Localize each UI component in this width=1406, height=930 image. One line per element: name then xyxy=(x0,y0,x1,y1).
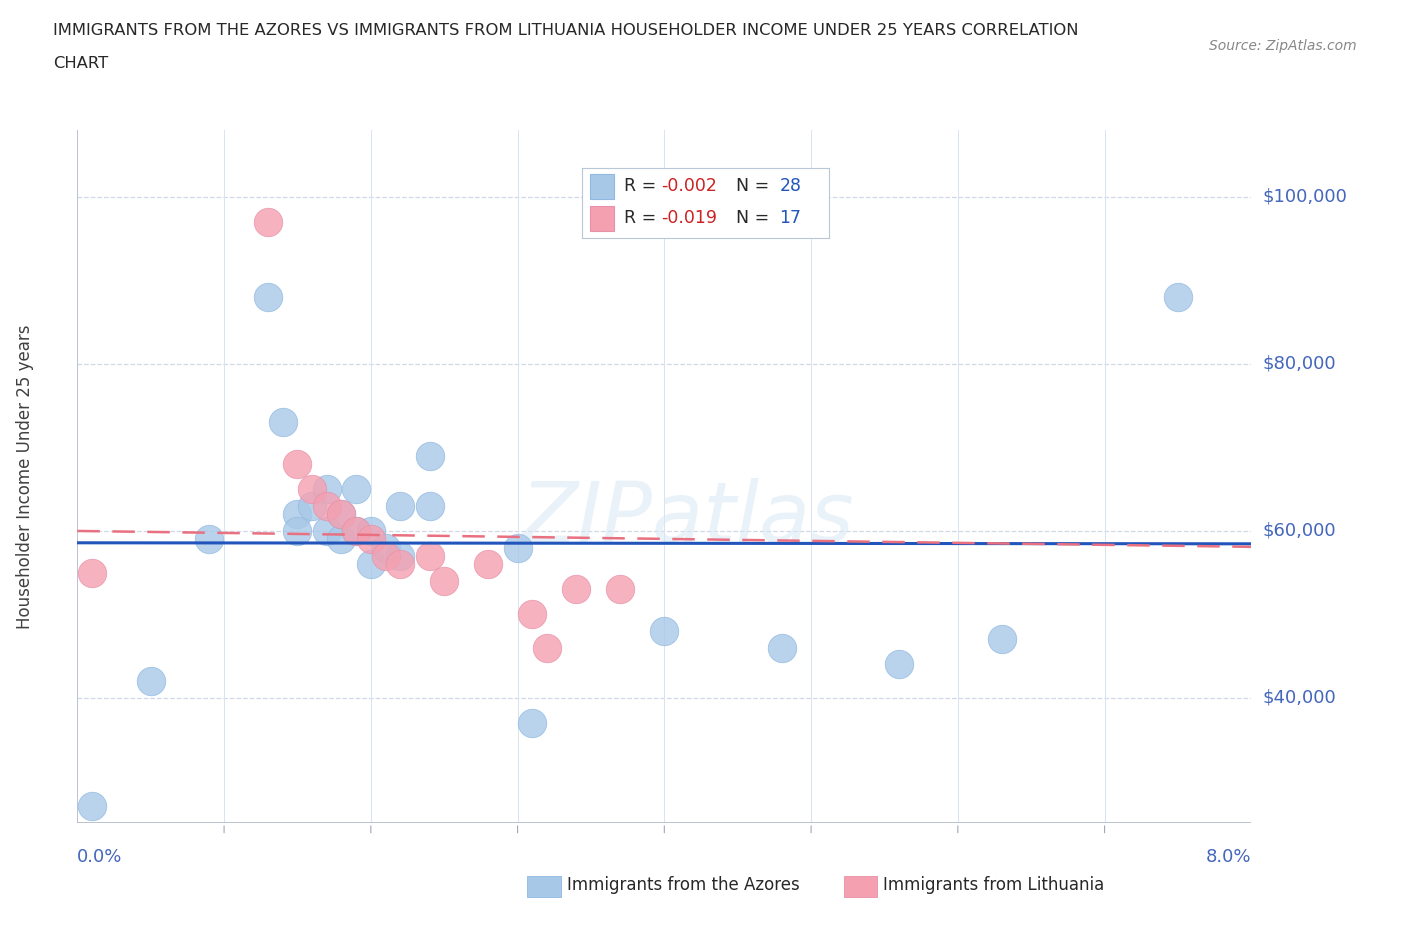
Point xyxy=(344,524,367,538)
Point xyxy=(419,498,441,513)
Text: 17: 17 xyxy=(779,209,801,227)
Text: N =: N = xyxy=(725,178,775,195)
Point xyxy=(344,524,367,538)
Text: $80,000: $80,000 xyxy=(1263,355,1336,373)
Text: ZIPatlas: ZIPatlas xyxy=(522,478,855,559)
Text: R =: R = xyxy=(624,178,662,195)
Text: Householder Income Under 25 years: Householder Income Under 25 years xyxy=(17,325,34,629)
Point xyxy=(80,565,103,580)
Point xyxy=(506,540,529,555)
Point xyxy=(889,657,911,671)
Point xyxy=(360,532,382,547)
Text: $60,000: $60,000 xyxy=(1263,522,1336,540)
Point xyxy=(389,498,412,513)
Point xyxy=(330,532,353,547)
Point xyxy=(522,715,544,730)
Text: -0.002: -0.002 xyxy=(661,178,717,195)
Point xyxy=(1167,290,1189,305)
Point xyxy=(315,524,337,538)
Point xyxy=(287,507,309,522)
Point xyxy=(991,632,1014,647)
Point xyxy=(287,457,309,472)
Text: R =: R = xyxy=(624,209,662,227)
Bar xyxy=(589,174,614,199)
Text: Immigrants from Lithuania: Immigrants from Lithuania xyxy=(883,876,1104,895)
Text: CHART: CHART xyxy=(53,56,108,71)
Text: $100,000: $100,000 xyxy=(1263,188,1347,206)
Point xyxy=(330,507,353,522)
Point xyxy=(80,799,103,814)
Point xyxy=(536,641,558,656)
Point xyxy=(330,507,353,522)
Text: 0.0%: 0.0% xyxy=(77,848,122,866)
Point xyxy=(271,415,294,430)
Point xyxy=(301,482,323,497)
Text: 8.0%: 8.0% xyxy=(1206,848,1251,866)
Point xyxy=(315,482,337,497)
Text: IMMIGRANTS FROM THE AZORES VS IMMIGRANTS FROM LITHUANIA HOUSEHOLDER INCOME UNDER: IMMIGRANTS FROM THE AZORES VS IMMIGRANTS… xyxy=(53,23,1078,38)
Point xyxy=(301,498,323,513)
Point xyxy=(257,215,280,230)
Point xyxy=(374,540,396,555)
Point xyxy=(565,582,588,597)
Point xyxy=(522,607,544,622)
Point xyxy=(198,532,221,547)
Point xyxy=(287,524,309,538)
Point xyxy=(770,641,793,656)
Text: Immigrants from the Azores: Immigrants from the Azores xyxy=(567,876,800,895)
Point xyxy=(315,498,337,513)
Point xyxy=(360,557,382,572)
Text: -0.019: -0.019 xyxy=(661,209,717,227)
Point xyxy=(374,549,396,564)
Text: $40,000: $40,000 xyxy=(1263,689,1336,707)
Point xyxy=(360,524,382,538)
Point xyxy=(139,673,162,688)
Point xyxy=(257,290,280,305)
Point xyxy=(389,549,412,564)
Point xyxy=(433,574,456,589)
Text: Source: ZipAtlas.com: Source: ZipAtlas.com xyxy=(1209,39,1357,53)
Text: 28: 28 xyxy=(779,178,801,195)
Point xyxy=(419,448,441,463)
Point xyxy=(389,557,412,572)
Point xyxy=(477,557,499,572)
Bar xyxy=(589,206,614,231)
Text: N =: N = xyxy=(725,209,775,227)
Point xyxy=(344,482,367,497)
Point xyxy=(419,549,441,564)
Point xyxy=(609,582,631,597)
Point xyxy=(652,624,676,639)
